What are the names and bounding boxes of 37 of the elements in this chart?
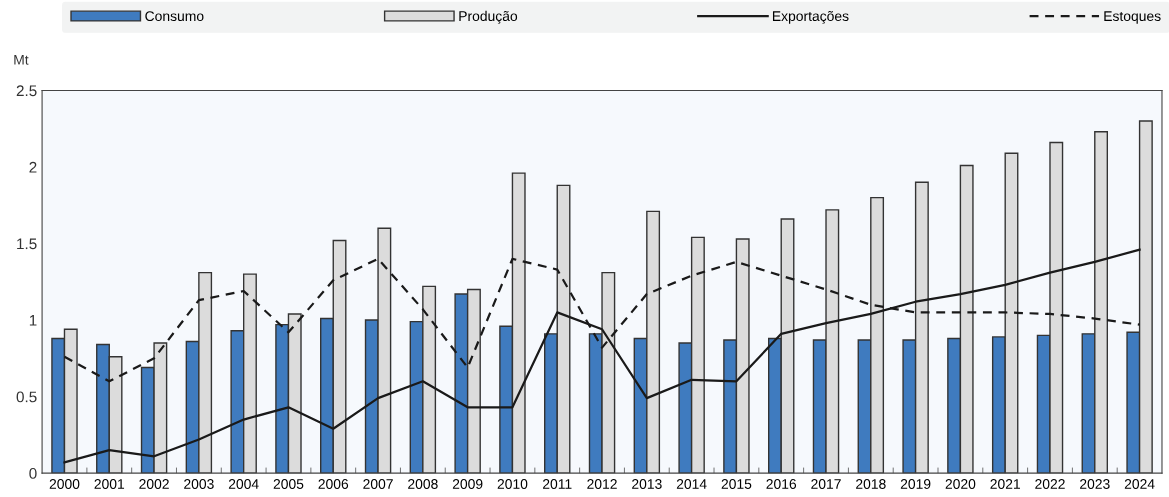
x-tick-label: 2015 — [721, 479, 752, 489]
x-tick-label: 2019 — [900, 479, 931, 489]
x-tick-label: 2003 — [184, 479, 214, 489]
x-tick-label: 2006 — [318, 479, 349, 489]
x-tick-label: 2020 — [945, 479, 976, 489]
y-tick-label: 0.5 — [16, 391, 37, 403]
x-tick-label: 2022 — [1035, 479, 1065, 489]
x-tick-label: 2016 — [766, 479, 797, 489]
x-tick-label: 2008 — [408, 479, 438, 489]
legend-label: Estoques — [1104, 11, 1161, 24]
x-tick-label: 2024 — [1124, 479, 1155, 489]
y-tick-label: 2 — [29, 161, 37, 173]
x-tick-label: 2002 — [139, 479, 169, 489]
x-tick-label: 2012 — [587, 479, 617, 489]
x-tick-label: 2005 — [273, 479, 304, 489]
x-tick-label: 2000 — [49, 479, 80, 489]
x-tick-label: 2023 — [1080, 479, 1110, 489]
x-tick-label: 2021 — [990, 479, 1020, 489]
x-tick-label: 2014 — [676, 479, 707, 489]
legend-label: Produção — [459, 10, 518, 24]
y-axis-title: Mt — [14, 55, 29, 65]
x-tick-label: 2007 — [363, 479, 393, 489]
y-tick-label: 2.5 — [16, 85, 37, 97]
x-tick-label: 2004 — [228, 479, 259, 489]
y-tick-label: 1.5 — [17, 238, 37, 250]
x-tick-label: 2001 — [94, 479, 125, 489]
legend-label: Exportações — [772, 10, 849, 24]
y-tick-label: 1 — [29, 315, 37, 326]
x-tick-label: 2017 — [811, 479, 841, 489]
legend-label: Consumo — [145, 11, 204, 22]
x-tick-label: 2018 — [856, 479, 886, 489]
x-tick-label: 2013 — [632, 479, 662, 489]
y-tick-label: 0 — [29, 468, 37, 479]
line-series — [63, 248, 1141, 464]
x-tick-label: 2011 — [543, 479, 572, 489]
x-tick-label: 2009 — [452, 479, 483, 489]
x-tick-label: 2010 — [497, 479, 528, 489]
